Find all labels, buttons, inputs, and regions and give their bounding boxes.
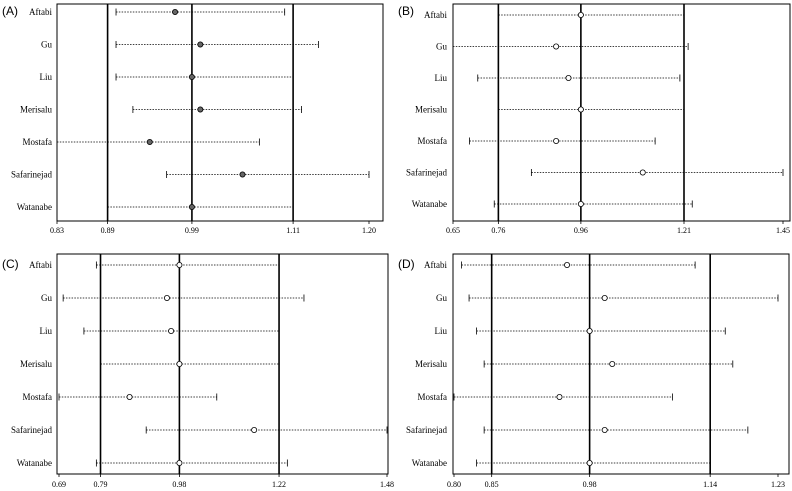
point-estimate <box>564 261 571 268</box>
study-label: Gu <box>436 42 447 52</box>
point-estimate <box>553 137 560 144</box>
point-estimate <box>577 11 584 18</box>
x-tick-label: 0.83 <box>50 226 64 235</box>
point-estimate <box>601 294 608 301</box>
study-label: Watanabe <box>412 199 447 209</box>
study-label: Watanabe <box>17 458 52 468</box>
panel-label: (C) <box>2 257 19 271</box>
point-estimate <box>126 393 133 400</box>
x-tick-label: 0.65 <box>446 226 460 235</box>
x-tick-label: 0.69 <box>52 480 66 489</box>
study-label: Watanabe <box>412 458 447 468</box>
x-tick-label: 0.79 <box>94 480 108 489</box>
panel-label: (A) <box>2 4 18 18</box>
forest-panel-a: (A) 0.83 0.89 0.99 1.11 1.20 Aftabi Gu Liu Merisa… <box>2 3 384 235</box>
x-tick-label: 1.11 <box>286 226 300 235</box>
point-estimate <box>586 459 593 466</box>
point-estimate <box>239 171 246 178</box>
study-label: Gu <box>436 293 447 303</box>
study-label: Liu <box>40 72 53 82</box>
forest-panel-c: (C) 0.69 0.79 0.98 1.22 1.48 Aftabi Gu Liu Merisa… <box>2 253 394 489</box>
panel-frame <box>452 3 791 222</box>
point-estimate <box>577 106 584 113</box>
point-estimate <box>197 106 204 113</box>
study-label: Merisalu <box>20 359 52 369</box>
study-label: Safarinejad <box>406 168 447 178</box>
study-label: Aftabi <box>29 7 52 17</box>
point-estimate <box>146 138 153 145</box>
x-tick-label: 0.89 <box>101 226 115 235</box>
point-estimate <box>577 200 584 207</box>
x-tick-label: 1.14 <box>703 480 717 489</box>
point-estimate <box>601 426 608 433</box>
study-label: Mostafa <box>23 392 53 402</box>
panel-frame <box>452 253 790 475</box>
x-tick-label: 1.48 <box>380 480 394 489</box>
study-label: Watanabe <box>17 202 52 212</box>
panel-frame <box>56 3 384 222</box>
study-label: Merisalu <box>415 359 447 369</box>
point-estimate <box>251 426 258 433</box>
x-tick-label: 1.22 <box>272 480 286 489</box>
point-estimate <box>553 43 560 50</box>
study-label: Mostafa <box>418 392 448 402</box>
x-tick-label: 1.21 <box>677 226 691 235</box>
point-estimate <box>197 41 204 48</box>
x-tick-label: 0.98 <box>172 480 186 489</box>
study-label: Gu <box>41 293 52 303</box>
study-label: Merisalu <box>415 105 447 115</box>
point-estimate <box>176 459 183 466</box>
study-label: Safarinejad <box>11 425 52 435</box>
x-tick-label: 1.20 <box>362 226 376 235</box>
study-label: Safarinejad <box>406 425 447 435</box>
study-label: Liu <box>40 326 53 336</box>
study-label: Mostafa <box>23 137 53 147</box>
study-label: Aftabi <box>29 260 52 270</box>
study-label: Mostafa <box>418 136 448 146</box>
x-tick-label: 0.76 <box>491 226 505 235</box>
x-tick-label: 1.45 <box>776 226 790 235</box>
x-tick-label: 0.99 <box>185 226 199 235</box>
point-estimate <box>565 75 572 82</box>
study-label: Liu <box>435 73 448 83</box>
point-estimate <box>188 203 195 210</box>
study-label: Gu <box>41 40 52 50</box>
study-label: Liu <box>435 326 448 336</box>
panel-label: (B) <box>398 4 414 18</box>
point-estimate <box>163 294 170 301</box>
point-estimate <box>172 8 179 15</box>
x-tick-label: 0.96 <box>574 226 588 235</box>
point-estimate <box>176 261 183 268</box>
x-tick-label: 0.98 <box>583 480 597 489</box>
study-label: Merisalu <box>20 105 52 115</box>
panel-frame <box>56 253 389 475</box>
x-tick-label: 1.23 <box>771 480 785 489</box>
panel-label: (D) <box>398 257 415 271</box>
point-estimate <box>609 360 616 367</box>
forest-panel-d: (D) 0.80 0.85 0.98 1.14 1.23 Aftabi Gu Liu Merisa… <box>398 253 790 489</box>
point-estimate <box>639 169 646 176</box>
point-estimate <box>188 74 195 81</box>
study-label: Aftabi <box>424 260 447 270</box>
x-tick-label: 0.80 <box>447 480 461 489</box>
point-estimate <box>176 360 183 367</box>
study-label: Aftabi <box>424 10 447 20</box>
point-estimate <box>556 393 563 400</box>
forest-panel-b: (B) 0.65 0.76 0.96 1.21 1.45 Aftabi Gu Liu Merisa… <box>398 3 791 235</box>
point-estimate <box>168 327 175 334</box>
point-estimate <box>586 327 593 334</box>
x-tick-label: 0.85 <box>485 480 499 489</box>
study-label: Safarinejad <box>11 170 52 180</box>
